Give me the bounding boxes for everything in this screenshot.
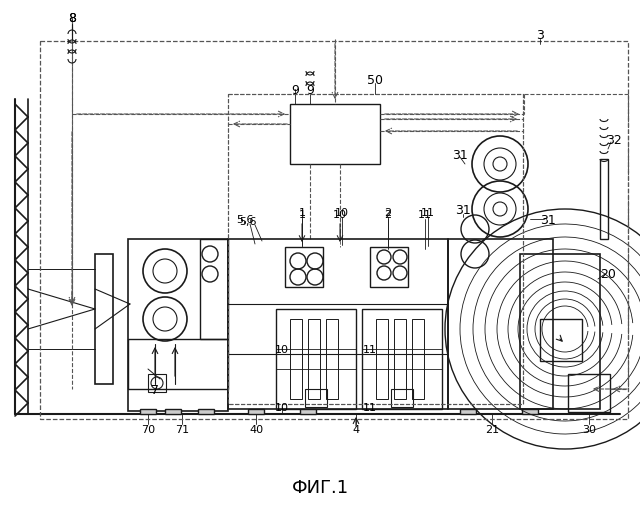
Bar (600, 160, 608, 239)
Bar (95, 255, 113, 384)
Text: ФИГ.1: ФИГ.1 (291, 478, 349, 496)
Bar (228, 95, 523, 404)
Bar (148, 374, 166, 392)
Text: 10: 10 (275, 344, 289, 355)
Text: 30: 30 (582, 424, 596, 434)
Text: 5,6: 5,6 (236, 215, 253, 225)
Text: 1: 1 (298, 208, 305, 218)
Bar (326, 319, 338, 399)
Bar (394, 319, 406, 399)
Text: 32: 32 (606, 133, 622, 146)
Bar (276, 310, 356, 409)
Text: 3: 3 (536, 28, 544, 41)
Bar (448, 239, 553, 409)
Bar (228, 95, 523, 404)
Text: 21: 21 (485, 424, 499, 434)
Text: 31: 31 (540, 213, 556, 226)
Bar (391, 389, 413, 407)
Bar (305, 389, 327, 407)
Text: 8: 8 (68, 12, 76, 24)
Bar (165, 409, 181, 414)
Text: 9: 9 (291, 83, 299, 96)
Text: 11: 11 (418, 210, 432, 220)
Bar (522, 409, 538, 414)
Text: 31: 31 (455, 203, 471, 216)
Text: 20: 20 (600, 268, 616, 281)
Text: 9: 9 (306, 83, 314, 96)
Bar (520, 255, 600, 409)
Text: 1: 1 (298, 210, 305, 220)
Text: 5,6: 5,6 (239, 217, 257, 227)
Text: 70: 70 (141, 424, 155, 434)
Bar (308, 319, 320, 399)
Bar (128, 339, 228, 389)
Bar (370, 247, 408, 287)
Text: 10: 10 (275, 402, 289, 412)
Text: 2: 2 (385, 208, 392, 218)
Bar (540, 319, 582, 361)
Bar (198, 409, 214, 414)
Text: 8: 8 (68, 12, 76, 24)
Bar (362, 310, 442, 409)
Text: 31: 31 (452, 148, 468, 161)
Text: 50: 50 (367, 73, 383, 86)
Bar (376, 319, 388, 399)
Text: 10: 10 (333, 210, 347, 220)
Bar (228, 239, 448, 409)
Bar (300, 409, 316, 414)
Bar (40, 42, 628, 419)
Bar (200, 239, 228, 339)
Bar (290, 105, 380, 165)
Text: 2: 2 (385, 210, 392, 220)
Bar (285, 247, 323, 287)
Text: 40: 40 (249, 424, 263, 434)
Bar (568, 374, 610, 412)
Text: 11: 11 (363, 402, 377, 412)
Bar (412, 319, 424, 399)
Text: 10: 10 (335, 208, 349, 218)
Bar (248, 409, 264, 414)
Bar (128, 239, 228, 411)
Text: 11: 11 (421, 208, 435, 218)
Text: 11: 11 (363, 344, 377, 355)
Text: 71: 71 (175, 424, 189, 434)
Bar (460, 409, 476, 414)
Bar (290, 319, 302, 399)
Text: 4: 4 (353, 424, 360, 434)
Bar (140, 409, 156, 414)
Text: 7: 7 (151, 383, 159, 396)
